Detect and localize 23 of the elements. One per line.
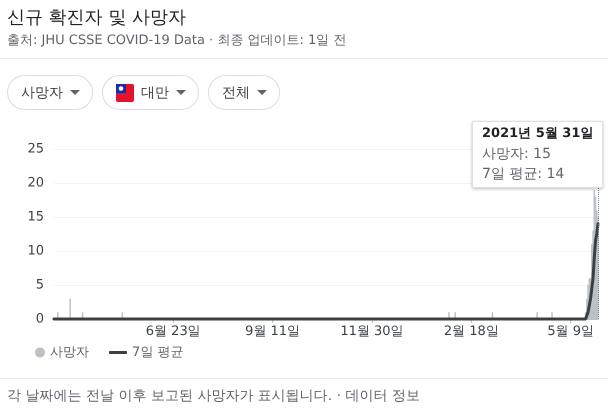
legend-label: 7일 평균: [132, 345, 184, 360]
y-tick-label: 25: [27, 142, 44, 156]
line-series: [52, 222, 600, 320]
text: 각 날짜에는 전날 이후 보고된 사망자가 표시됩니다. · 데이터 정보: [7, 387, 420, 405]
annotation: 7일 평균: 14: [482, 165, 566, 184]
annotation: 사망자: 15: [482, 145, 552, 164]
text: 사망자: [21, 84, 63, 102]
legend-label: 사망자: [50, 345, 89, 360]
y-tick-label: 10: [27, 244, 44, 258]
text: 전체: [222, 84, 250, 102]
text: 대만: [141, 84, 169, 102]
y-tick-label: 0: [36, 312, 44, 326]
x-tick-label: 6월 23일: [146, 324, 201, 339]
y-tick-label: 20: [27, 176, 44, 190]
x-tick-label: 2월 18일: [444, 324, 499, 339]
x-tick-label: 5월 9일: [547, 324, 594, 339]
chart-subtitle: 출처: JHU CSSE COVID-19 Data · 최종 업데이트: 1일 전: [7, 32, 346, 49]
y-tick-label: 15: [27, 210, 44, 224]
x-tick-label: 11월 30일: [340, 324, 404, 339]
y-tick-label: 5: [36, 278, 44, 292]
text: 2021년 5월 31일: [482, 125, 594, 143]
x-tick-label: 9월 11일: [245, 324, 300, 339]
chart-title: 신규 확진자 및 사망자: [7, 6, 186, 29]
